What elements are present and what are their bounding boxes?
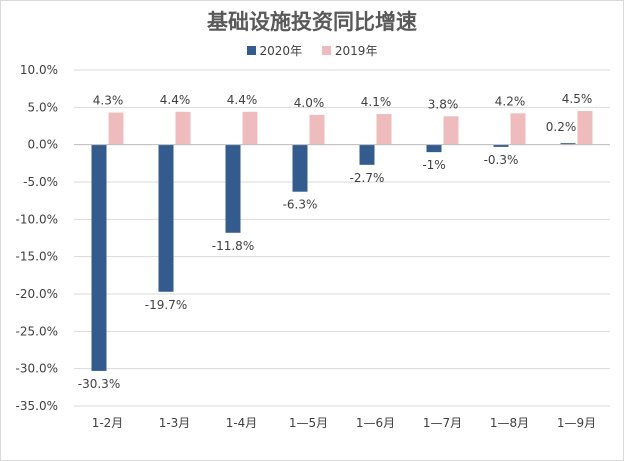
bar-2020年-0 (91, 144, 107, 371)
y-tick-label: -20.0% (16, 287, 58, 301)
y-tick-label: -5.0% (23, 175, 58, 189)
legend-label-2019: 2019年 (334, 44, 378, 58)
y-tick-label: -25.0% (16, 324, 58, 338)
bar-2020年-7 (560, 143, 576, 145)
bar-2020年-4 (359, 144, 375, 165)
legend-item-2019: 2019年 (321, 42, 378, 59)
bar-2019年-4 (376, 114, 392, 145)
x-tick-label: 1-2月 (92, 416, 124, 430)
y-tick-label: 5.0% (28, 100, 59, 114)
y-tick-label: 10.0% (20, 63, 58, 77)
data-label: 4.3% (93, 94, 124, 108)
bar-2019年-5 (443, 116, 459, 145)
x-tick-label: 1—6月 (356, 416, 395, 430)
data-label: 4.0% (294, 96, 325, 110)
legend-label-2020: 2020年 (259, 44, 303, 58)
chart-title: 基础设施投资同比增速 (207, 10, 417, 34)
bar-2020年-1 (158, 144, 174, 292)
chart-legend: 2020年 2019年 (0, 42, 624, 59)
x-tick-label: 1—5月 (289, 416, 328, 430)
data-label: 0.2% (546, 120, 577, 134)
data-label: -19.7% (145, 298, 187, 312)
y-tick-label: -30.0% (16, 362, 58, 376)
legend-swatch-2019 (321, 46, 331, 55)
data-label: 4.1% (361, 95, 392, 109)
x-tick-label: 1-4月 (226, 416, 258, 430)
x-tick-label: 1—8月 (490, 416, 529, 430)
bar-2019年-0 (108, 112, 124, 145)
data-label: 4.4% (227, 93, 258, 107)
y-tick-label: -35.0% (16, 399, 58, 413)
bar-2019年-3 (309, 114, 325, 145)
data-label: -6.3% (283, 198, 318, 212)
data-label: -2.7% (350, 171, 385, 185)
data-label: 3.8% (428, 97, 459, 111)
y-tick-label: -10.0% (16, 212, 58, 226)
data-label: -0.3% (484, 153, 519, 167)
legend-item-2020: 2020年 (246, 42, 303, 59)
data-label: 4.2% (495, 94, 526, 108)
bar-2020年-5 (426, 144, 442, 153)
bar-2020年-6 (493, 144, 509, 147)
bar-2020年-2 (225, 144, 241, 233)
data-label: -11.8% (212, 239, 254, 253)
y-tick-label: -15.0% (16, 250, 58, 264)
bar-2019年-6 (510, 113, 526, 145)
bar-2020年-3 (292, 144, 308, 192)
x-tick-label: 1—9月 (557, 416, 596, 430)
x-tick-label: 1—7月 (423, 416, 462, 430)
bar-2019年-2 (242, 111, 258, 145)
x-tick-label: 1-3月 (159, 416, 191, 430)
legend-swatch-2020 (246, 46, 256, 55)
data-label: 4.4% (160, 93, 191, 107)
y-tick-label: 0.0% (28, 138, 59, 152)
data-label: -1% (422, 158, 445, 172)
data-label: 4.5% (562, 92, 593, 106)
bar-2019年-7 (577, 111, 593, 145)
bar-2019年-1 (175, 111, 191, 145)
data-label: -30.3% (78, 377, 120, 391)
